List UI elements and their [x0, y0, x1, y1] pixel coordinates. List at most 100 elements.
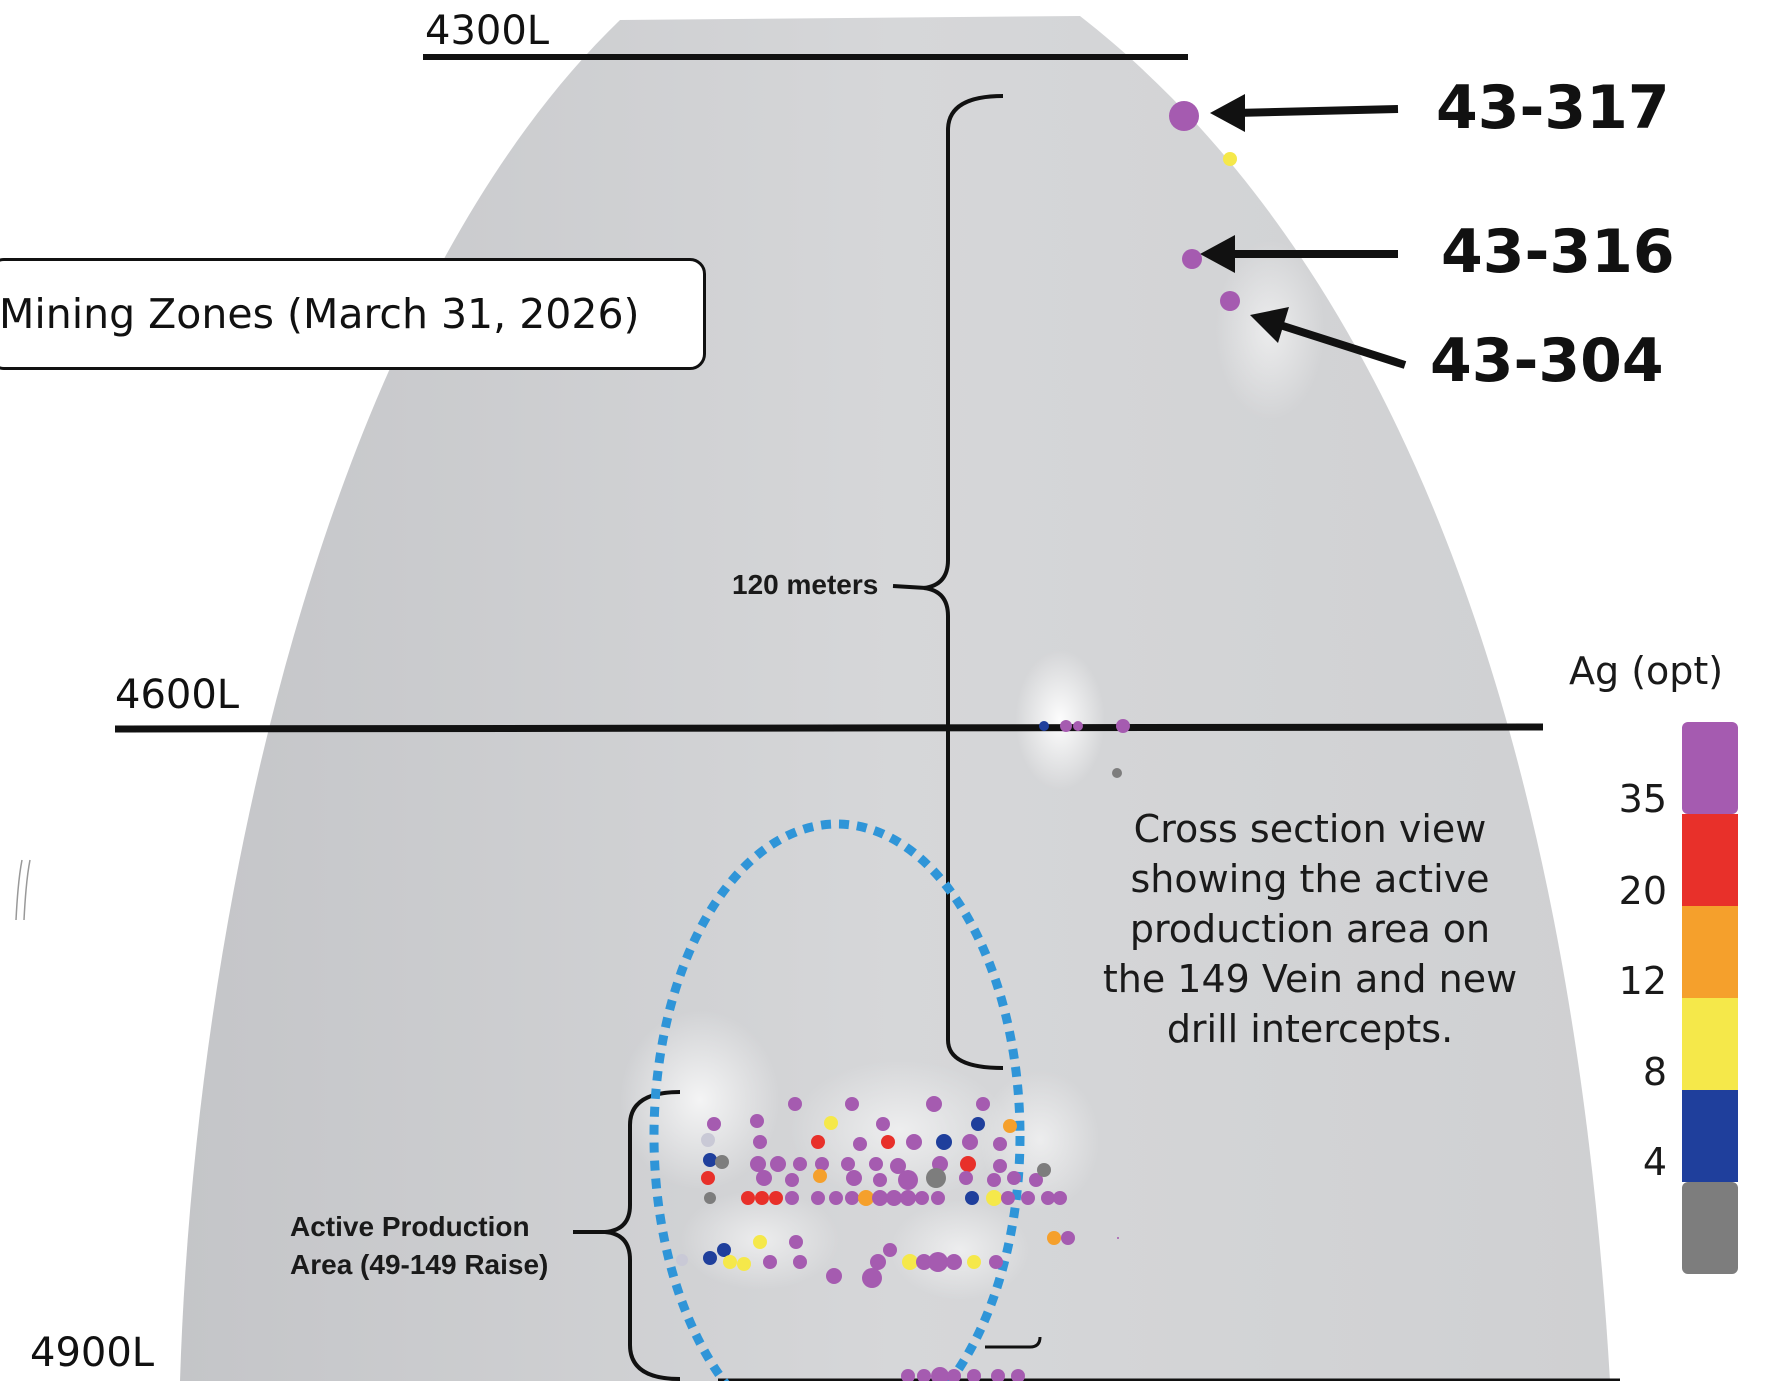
drill-intercept-dot	[1117, 1237, 1119, 1239]
drill-intercept-dot	[926, 1096, 942, 1112]
drill-intercept-dot	[946, 1254, 962, 1270]
drill-intercept-dot	[853, 1137, 867, 1151]
description-line-2: showing the active	[1131, 857, 1490, 901]
legend-swatch-blue	[1682, 1090, 1738, 1182]
drill-intercept-dot	[753, 1235, 767, 1249]
drill-intercept-dot	[845, 1097, 859, 1111]
legend-swatch-purple	[1682, 722, 1738, 814]
drill-intercept-dot	[829, 1191, 843, 1205]
drill-intercept-dot	[1039, 721, 1049, 731]
legend-swatch-gray	[1682, 1182, 1738, 1274]
drill-intercept-dot	[753, 1135, 767, 1149]
drill-intercept-dot	[906, 1134, 922, 1150]
drill-intercept-dot	[704, 1192, 716, 1204]
drill-intercept-dot	[967, 1369, 981, 1381]
drill-intercept-dot	[917, 1369, 931, 1381]
drill-intercept-dot	[755, 1191, 769, 1205]
drill-intercept-dot	[676, 1254, 688, 1266]
drill-intercept-dot	[769, 1191, 783, 1205]
legend-tick-12: 12	[1619, 959, 1667, 1003]
drill-intercept-dot	[993, 1137, 1007, 1151]
small-bracket	[985, 1336, 1042, 1349]
drill-intercept-dot	[916, 1254, 932, 1270]
drill-intercept-dot	[890, 1158, 906, 1174]
drill-intercept-dot	[841, 1157, 855, 1171]
drill-intercept-dot	[741, 1191, 755, 1205]
active-area-label-line2: Area (49-149 Raise)	[290, 1249, 548, 1280]
drill-intercepts	[676, 101, 1240, 1381]
drill-intercept-dot	[707, 1117, 721, 1131]
drill-intercept-dot	[989, 1255, 1003, 1269]
drill-intercept-dot	[900, 1190, 916, 1206]
drill-intercept-dot	[873, 1173, 887, 1187]
drill-intercept-dot	[1116, 719, 1130, 733]
drill-intercept-dot	[1182, 249, 1202, 269]
drill-intercept-dot	[824, 1116, 838, 1130]
legend-swatch-yellow	[1682, 998, 1738, 1090]
drill-intercept-dot	[1003, 1119, 1017, 1133]
drill-intercept-dot	[869, 1157, 883, 1171]
span-bracket-leader	[892, 584, 927, 590]
drill-intercept-dot	[785, 1191, 799, 1205]
hole-label-43-317: 43-317	[1436, 73, 1670, 143]
legend-tick-8: 8	[1643, 1050, 1667, 1094]
drill-intercept-dot	[901, 1369, 915, 1381]
description-line-1: Cross section view	[1134, 807, 1487, 851]
drill-intercept-dot	[960, 1156, 976, 1172]
legend-title: Ag (opt)	[1569, 649, 1723, 693]
drill-intercept-dot	[1021, 1191, 1035, 1205]
drill-intercept-dot	[701, 1171, 715, 1185]
drill-intercept-dot	[811, 1135, 825, 1149]
drill-intercept-dot	[750, 1156, 766, 1172]
drill-intercept-dot	[756, 1170, 772, 1186]
drill-intercept-dot	[737, 1257, 751, 1271]
drill-intercept-dot	[846, 1170, 862, 1186]
legend-swatch-orange	[1682, 906, 1738, 998]
title-box: Mining Zones (March 31, 2026)	[0, 258, 706, 370]
span-label: 120 meters	[732, 569, 878, 600]
legend-tick-4: 4	[1643, 1140, 1667, 1184]
drill-intercept-dot	[862, 1268, 882, 1288]
drill-intercept-dot	[971, 1117, 985, 1131]
drill-intercept-dot	[793, 1255, 807, 1269]
drill-intercept-dot	[1047, 1231, 1061, 1245]
drill-intercept-dot	[1029, 1173, 1043, 1187]
drill-intercept-dot	[813, 1169, 827, 1183]
active-area-label-line1: Active Production	[290, 1211, 530, 1242]
drill-intercept-dot	[962, 1134, 978, 1150]
hole-arrow-43-316	[1200, 235, 1398, 273]
legend-tick-35: 35	[1619, 777, 1667, 821]
drill-intercept-dot	[785, 1173, 799, 1187]
drill-intercept-dot	[1061, 1231, 1075, 1245]
hole-label-43-304: 43-304	[1430, 326, 1664, 396]
drill-intercept-dot	[947, 1369, 961, 1381]
drill-intercept-dot	[976, 1097, 990, 1111]
drill-intercept-dot	[883, 1243, 897, 1257]
drill-intercept-dot	[902, 1254, 918, 1270]
drill-intercept-dot	[987, 1173, 1001, 1187]
drill-intercept-dot	[770, 1156, 786, 1172]
drill-intercept-dot	[1073, 721, 1083, 731]
level-label-4300: 4300L	[425, 8, 550, 54]
drill-intercept-dot	[928, 1252, 948, 1272]
drill-intercept-dot	[993, 1159, 1007, 1173]
active-area-ellipse	[649, 819, 1025, 1381]
drill-intercept-dot	[1060, 720, 1072, 732]
drill-intercept-dot	[876, 1117, 890, 1131]
drill-intercept-dot	[1041, 1191, 1055, 1205]
drill-intercept-dot	[1037, 1163, 1051, 1177]
level-label-4900: 4900L	[30, 1330, 155, 1376]
drill-intercept-dot	[881, 1135, 895, 1149]
drill-intercept-dot	[723, 1255, 737, 1269]
hole-arrow-43-304	[1250, 307, 1407, 369]
drill-intercept-dot	[931, 1367, 949, 1381]
level-line-4600	[114, 723, 1544, 733]
drill-intercept-dot	[936, 1134, 952, 1150]
drill-intercept-dot	[750, 1114, 764, 1128]
drill-intercept-dot	[1112, 768, 1122, 778]
drill-intercept-dot	[815, 1157, 829, 1171]
drill-intercept-dot	[789, 1235, 803, 1249]
drill-intercept-dot	[965, 1191, 979, 1205]
drill-intercept-dot	[915, 1191, 929, 1205]
